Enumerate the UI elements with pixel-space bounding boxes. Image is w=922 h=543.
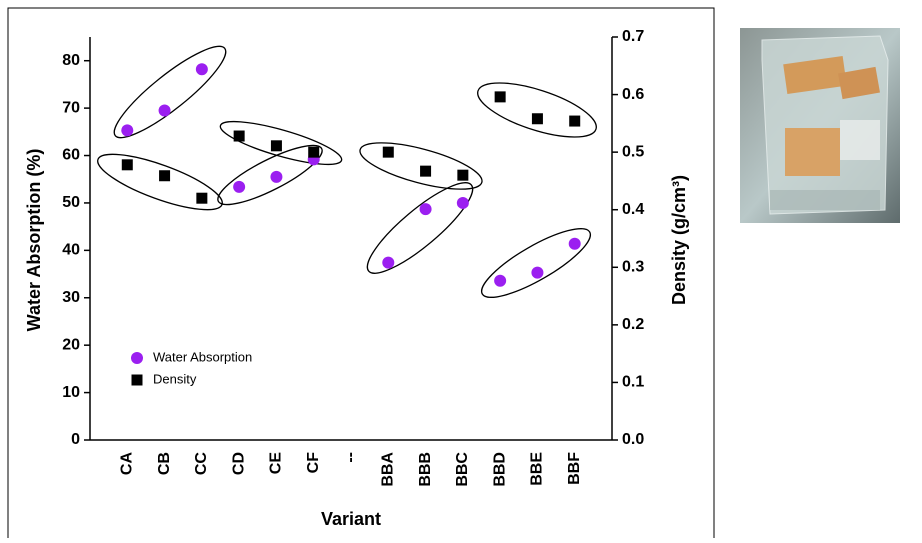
point [456, 196, 469, 209]
point [121, 124, 134, 137]
point [158, 104, 171, 117]
x-tick-label: CC [193, 452, 210, 476]
point [531, 266, 544, 279]
y-axis-title: Water Absorption (%) [24, 149, 44, 332]
photo [740, 28, 900, 223]
point [196, 192, 208, 204]
point [382, 146, 394, 158]
point [494, 91, 506, 103]
x-tick-label: BBC [454, 452, 471, 487]
y-tick-label: 10 [62, 384, 80, 401]
x-axis-title: Variant [321, 509, 381, 529]
point [270, 140, 282, 152]
y-tick-label: 50 [62, 194, 80, 211]
group-ellipses [97, 45, 597, 298]
y-tick-label: 70 [62, 99, 80, 116]
point [121, 159, 133, 171]
x-tick-label: CF [305, 452, 322, 474]
y-tick-label: 80 [62, 52, 80, 69]
point [233, 130, 245, 142]
y2-tick-label: 0.6 [622, 86, 644, 103]
y2-tick-label: 0.1 [622, 374, 644, 391]
x-tick-label: BBE [529, 452, 546, 486]
point [420, 165, 432, 177]
point [382, 256, 395, 269]
x-tick-label: CB [156, 452, 173, 475]
point [568, 237, 581, 250]
legend-marker [131, 374, 143, 386]
legend-label: Water Absorption [153, 349, 252, 364]
y-tick-label: 60 [62, 147, 80, 164]
y2-tick-label: 0.3 [622, 259, 644, 276]
legend-label: Density [153, 371, 197, 386]
y-tick-label: 40 [62, 242, 80, 259]
x-tick-label: CA [119, 452, 136, 476]
frame [7, 7, 715, 543]
y2-axis-title: Density (g/cm³) [669, 175, 689, 305]
point [308, 146, 320, 158]
point [195, 63, 208, 76]
point [419, 203, 432, 216]
point [531, 113, 543, 125]
x-tick-label: BBB [417, 452, 434, 487]
legend-marker [131, 352, 143, 364]
y2-tick-label: 0.2 [622, 316, 644, 333]
x-tick-label: CE [268, 452, 285, 475]
point [569, 115, 581, 127]
point [270, 170, 283, 183]
y2-tick-label: 0.7 [622, 28, 644, 45]
x-tick-label: BBA [380, 452, 397, 487]
y-tick-label: 20 [62, 336, 80, 353]
y-tick-label: 0 [71, 431, 80, 448]
point [457, 169, 469, 181]
x-tick-label: CD [230, 452, 247, 475]
x-tick-label: BBD [491, 452, 508, 487]
x-tick-label: BBF [566, 452, 583, 485]
axes [89, 37, 613, 441]
y2-tick-label: 0.0 [622, 431, 644, 448]
point [233, 180, 246, 193]
y2-tick-label: 0.5 [622, 143, 644, 160]
point [159, 170, 171, 182]
y2-tick-label: 0.4 [622, 201, 644, 218]
y-tick-label: 30 [62, 289, 80, 306]
x-tick-label: -- [342, 452, 359, 463]
point [494, 274, 507, 287]
